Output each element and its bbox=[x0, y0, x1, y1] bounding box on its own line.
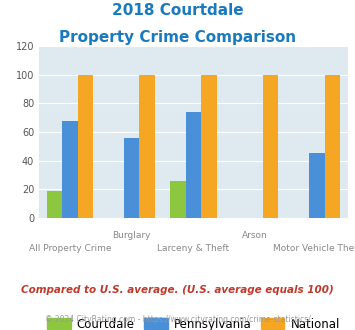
Text: Arson: Arson bbox=[242, 231, 268, 240]
Bar bbox=[170, 181, 186, 218]
Text: Larceny & Theft: Larceny & Theft bbox=[157, 244, 230, 253]
Bar bbox=[201, 75, 217, 218]
Bar bbox=[47, 191, 62, 218]
Bar bbox=[325, 75, 340, 218]
Text: Compared to U.S. average. (U.S. average equals 100): Compared to U.S. average. (U.S. average … bbox=[21, 285, 334, 295]
Bar bbox=[124, 138, 140, 218]
Bar bbox=[140, 75, 155, 218]
Bar bbox=[263, 75, 278, 218]
Text: Property Crime Comparison: Property Crime Comparison bbox=[59, 30, 296, 45]
Text: © 2024 CityRating.com - https://www.cityrating.com/crime-statistics/: © 2024 CityRating.com - https://www.city… bbox=[45, 315, 310, 324]
Legend: Courtdale, Pennsylvania, National: Courtdale, Pennsylvania, National bbox=[43, 313, 344, 330]
Bar bbox=[78, 75, 93, 218]
Text: Burglary: Burglary bbox=[113, 231, 151, 240]
Text: 2018 Courtdale: 2018 Courtdale bbox=[112, 3, 243, 18]
Bar bbox=[62, 120, 78, 218]
Bar bbox=[309, 153, 325, 218]
Text: Motor Vehicle Theft: Motor Vehicle Theft bbox=[273, 244, 355, 253]
Text: All Property Crime: All Property Crime bbox=[29, 244, 111, 253]
Bar bbox=[186, 112, 201, 218]
